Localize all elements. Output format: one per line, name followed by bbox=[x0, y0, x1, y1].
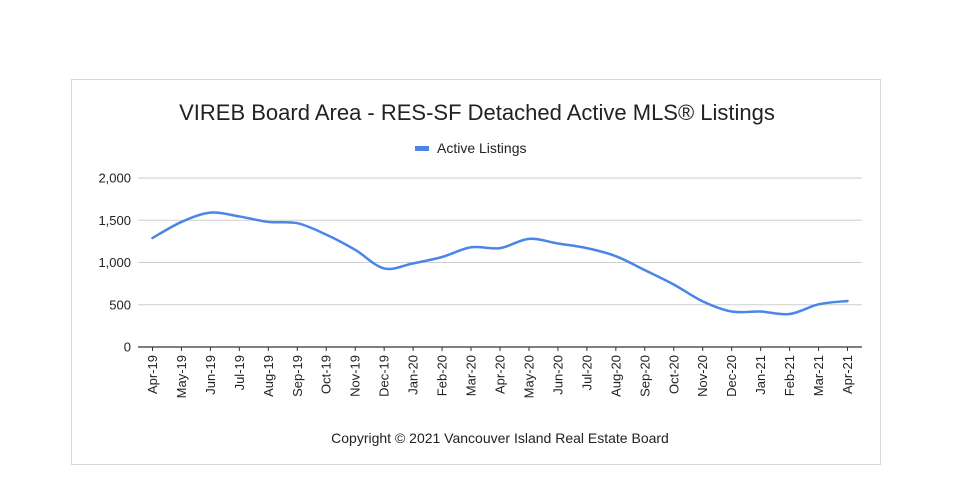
x-tick-label: Aug-19 bbox=[261, 355, 276, 397]
y-tick-label: 0 bbox=[124, 340, 131, 355]
chart-frame bbox=[71, 79, 881, 465]
x-tick-label: Dec-20 bbox=[724, 355, 739, 397]
x-tick-label: Sep-20 bbox=[637, 355, 652, 397]
y-tick-label: 2,000 bbox=[98, 171, 131, 186]
x-tick-label: Oct-19 bbox=[319, 355, 334, 394]
series-line-active-listings bbox=[151, 211, 849, 316]
x-tick-label: Nov-19 bbox=[348, 355, 363, 397]
y-tick-label: 1,000 bbox=[98, 255, 131, 270]
x-tick-label: Feb-20 bbox=[435, 355, 450, 396]
x-tick-label: May-20 bbox=[521, 355, 536, 398]
x-tick-label: Apr-20 bbox=[493, 355, 508, 394]
x-tick-label: Jan-20 bbox=[406, 355, 421, 395]
copyright-note: Copyright © 2021 Vancouver Island Real E… bbox=[331, 430, 669, 446]
x-tick-label: Oct-20 bbox=[666, 355, 681, 394]
x-tick-label: May-19 bbox=[174, 355, 189, 398]
y-tick-label: 500 bbox=[109, 297, 131, 312]
x-tick-label: Nov-20 bbox=[695, 355, 710, 397]
x-tick-label: Jun-20 bbox=[550, 355, 565, 395]
x-tick-label: Apr-19 bbox=[145, 355, 160, 394]
legend-label: Active Listings bbox=[437, 140, 526, 156]
x-tick-label: Jan-21 bbox=[753, 355, 768, 395]
x-tick-label: Dec-19 bbox=[377, 355, 392, 397]
x-tick-label: Feb-21 bbox=[782, 355, 797, 396]
x-tick-label: Aug-20 bbox=[608, 355, 623, 397]
x-tick-label: Jul-19 bbox=[232, 355, 247, 390]
x-tick-label: Apr-21 bbox=[840, 355, 855, 394]
x-tick-label: Sep-19 bbox=[290, 355, 305, 397]
chart-title: VIREB Board Area - RES-SF Detached Activ… bbox=[179, 100, 775, 125]
x-tick-label: Mar-21 bbox=[811, 355, 826, 396]
legend-swatch bbox=[415, 146, 429, 151]
y-tick-label: 1,500 bbox=[98, 213, 131, 228]
x-tick-label: Mar-20 bbox=[464, 355, 479, 396]
x-tick-label: Jul-20 bbox=[579, 355, 594, 390]
x-tick-label: Jun-19 bbox=[203, 355, 218, 395]
